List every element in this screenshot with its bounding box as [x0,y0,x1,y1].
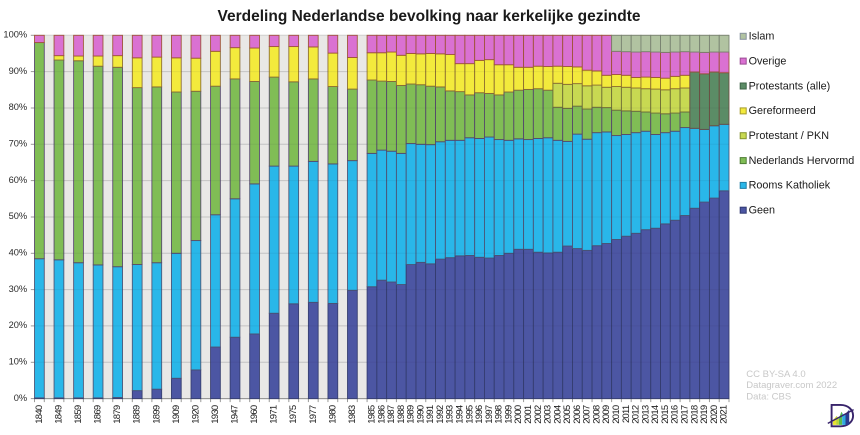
svg-text:100%: 100% [3,30,27,40]
svg-text:CC BY-SA 4.0: CC BY-SA 4.0 [746,369,805,380]
svg-text:50%: 50% [9,211,28,221]
svg-text:1947: 1947 [230,405,241,424]
svg-text:1971: 1971 [269,405,280,424]
svg-text:2013: 2013 [640,405,651,424]
svg-text:2007: 2007 [582,405,593,424]
svg-text:1840: 1840 [34,405,45,424]
svg-text:1987: 1987 [386,405,397,424]
svg-text:Islam: Islam [749,31,775,43]
svg-text:1986: 1986 [376,405,387,424]
svg-text:2017: 2017 [680,405,691,424]
svg-text:2012: 2012 [631,405,642,424]
svg-text:2004: 2004 [552,405,563,424]
svg-text:2014: 2014 [650,405,661,424]
svg-text:1909: 1909 [171,405,182,424]
svg-text:2000: 2000 [513,405,524,424]
svg-text:1889: 1889 [132,405,143,424]
svg-text:2015: 2015 [660,405,671,424]
svg-text:2016: 2016 [670,405,681,424]
svg-text:1920: 1920 [190,405,201,424]
svg-text:2001: 2001 [523,405,534,424]
svg-text:2021: 2021 [719,405,730,424]
svg-text:1980: 1980 [327,405,338,424]
svg-text:30%: 30% [9,284,28,294]
svg-text:2009: 2009 [601,405,612,424]
svg-text:Nederlands Hervormd: Nederlands Hervormd [749,155,855,167]
svg-text:20%: 20% [9,320,28,330]
svg-text:80%: 80% [9,102,28,112]
svg-text:Datagraver.com 2022: Datagraver.com 2022 [746,380,837,391]
svg-text:2005: 2005 [562,405,573,424]
svg-text:Geen: Geen [749,205,775,217]
svg-text:1990: 1990 [415,405,426,424]
svg-text:1998: 1998 [494,405,505,424]
svg-text:Data: CBS: Data: CBS [746,391,791,402]
svg-text:Protestants (alle): Protestants (alle) [749,80,831,92]
svg-text:1930: 1930 [210,405,221,424]
svg-text:2011: 2011 [621,405,632,423]
svg-text:Gereformeerd: Gereformeerd [749,105,816,117]
svg-text:10%: 10% [9,357,28,367]
svg-text:Overige: Overige [749,55,787,67]
svg-text:1999: 1999 [503,405,514,424]
svg-text:1899: 1899 [151,405,162,424]
svg-text:1859: 1859 [73,405,84,424]
svg-text:2020: 2020 [709,405,720,424]
svg-text:1997: 1997 [484,405,495,424]
svg-text:2003: 2003 [543,405,554,424]
svg-text:Verdeling Nederlandse bevolkin: Verdeling Nederlandse bevolking naar ker… [218,8,641,25]
svg-text:Protestant / PKN: Protestant / PKN [749,130,829,142]
svg-text:60%: 60% [9,175,28,185]
svg-text:Rooms Katholiek: Rooms Katholiek [749,180,831,192]
svg-text:1996: 1996 [474,405,485,424]
svg-text:2008: 2008 [591,405,602,424]
svg-text:2010: 2010 [611,405,622,424]
svg-text:1993: 1993 [445,405,456,424]
svg-text:1994: 1994 [455,405,466,424]
svg-text:1960: 1960 [249,405,260,424]
svg-text:1988: 1988 [396,405,407,424]
svg-text:0%: 0% [14,393,27,403]
svg-text:1985: 1985 [367,405,378,424]
svg-text:2019: 2019 [699,405,710,424]
svg-text:1869: 1869 [93,405,104,424]
svg-text:40%: 40% [9,248,28,258]
svg-text:1992: 1992 [435,405,446,424]
svg-text:90%: 90% [9,66,28,76]
svg-text:1849: 1849 [54,405,65,424]
svg-text:70%: 70% [9,139,28,149]
svg-text:2002: 2002 [533,405,544,424]
svg-text:2018: 2018 [689,405,700,424]
svg-text:1983: 1983 [347,405,358,424]
svg-text:1991: 1991 [425,405,436,424]
svg-text:1977: 1977 [308,405,319,424]
svg-text:1975: 1975 [288,405,299,424]
svg-text:1879: 1879 [112,405,123,424]
svg-text:2006: 2006 [572,405,583,424]
svg-text:1995: 1995 [464,405,475,424]
svg-text:1989: 1989 [406,405,417,424]
